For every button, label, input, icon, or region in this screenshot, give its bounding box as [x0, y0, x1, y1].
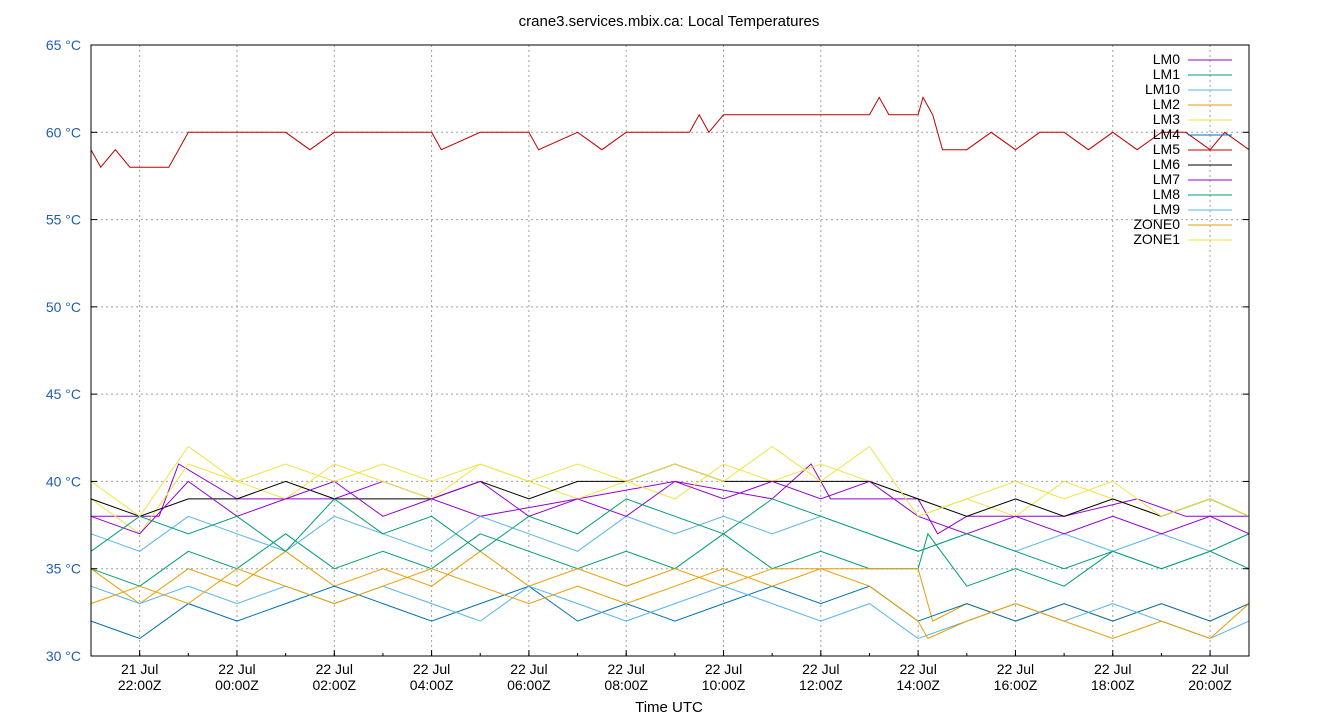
x-tick-date: 22 Jul — [316, 661, 353, 677]
legend-label: LM4 — [1153, 126, 1180, 142]
legend-label: LM2 — [1153, 96, 1180, 112]
x-tick-date: 22 Jul — [510, 661, 547, 677]
series-line-lm9 — [90, 585, 1250, 640]
x-tick-date: 22 Jul — [413, 661, 450, 677]
y-tick-label: 65 °C — [46, 37, 81, 53]
legend-label: ZONE1 — [1133, 231, 1180, 247]
chart-title: crane3.services.mbix.ca: Local Temperatu… — [519, 13, 820, 30]
x-tick-date: 22 Jul — [1094, 661, 1131, 677]
series-line-lm1 — [90, 532, 1250, 587]
series-line-lm8 — [90, 498, 1250, 570]
x-tick-time: 16:00Z — [994, 677, 1038, 693]
x-tick-time: 10:00Z — [702, 677, 746, 693]
series-line-lm10 — [90, 515, 1250, 552]
x-tick-time: 12:00Z — [799, 677, 843, 693]
x-tick-time: 14:00Z — [896, 677, 940, 693]
x-tick-time: 00:00Z — [215, 677, 259, 693]
x-tick-time: 06:00Z — [507, 677, 551, 693]
legend-label: LM3 — [1153, 111, 1180, 127]
plot-frame — [90, 44, 1250, 657]
y-axis-ticks: 30 °C 35 °C 40 °C 45 °C 50 °C 55 °C 60 °C 65 °C — [46, 37, 1249, 664]
series-lines — [90, 96, 1250, 640]
series-line-zone1 — [90, 445, 1250, 518]
y-tick-label: 35 °C — [46, 561, 81, 577]
x-tick-time: 08:00Z — [604, 677, 648, 693]
legend-label: LM7 — [1153, 171, 1180, 187]
y-tick-label: 55 °C — [46, 212, 81, 228]
legend-label: LM8 — [1153, 186, 1180, 202]
x-tick-date: 22 Jul — [705, 661, 742, 677]
y-tick-label: 30 °C — [46, 648, 81, 664]
series-line-lm5 — [90, 96, 1250, 169]
series-line-lm4 — [90, 585, 1250, 640]
legend-label: ZONE0 — [1133, 216, 1180, 232]
x-tick-time: 04:00Z — [410, 677, 454, 693]
x-tick-date: 22 Jul — [899, 661, 936, 677]
y-tick-label: 45 °C — [46, 386, 81, 402]
legend-label: LM6 — [1153, 156, 1180, 172]
x-tick-time: 18:00Z — [1091, 677, 1135, 693]
legend-label: LM0 — [1153, 51, 1180, 67]
x-tick-date: 22 Jul — [218, 661, 255, 677]
series-line-lm7 — [90, 480, 1250, 535]
x-tick-date: 21 Jul — [121, 661, 158, 677]
series-line-zone0 — [90, 568, 1250, 640]
legend-label: LM5 — [1153, 141, 1180, 157]
x-tick-time: 20:00Z — [1188, 677, 1232, 693]
y-tick-label: 60 °C — [46, 124, 81, 140]
y-tick-label: 50 °C — [46, 299, 81, 315]
legend-label: LM10 — [1145, 81, 1180, 97]
x-tick-date: 22 Jul — [802, 661, 839, 677]
legend-label: LM9 — [1153, 201, 1180, 217]
x-tick-date: 22 Jul — [1191, 661, 1228, 677]
legend-label: LM1 — [1153, 66, 1180, 82]
x-tick-date: 22 Jul — [608, 661, 645, 677]
x-axis-label: Time UTC — [635, 699, 703, 716]
x-tick-time: 02:00Z — [312, 677, 356, 693]
x-tick-date: 22 Jul — [997, 661, 1034, 677]
legend: LM0LM1LM10LM2LM3LM4LM5LM6LM7LM8LM9ZONE0Z… — [1133, 51, 1232, 247]
y-tick-label: 40 °C — [46, 473, 81, 489]
series-line-lm0 — [91, 463, 1249, 535]
x-tick-time: 22:00Z — [118, 677, 162, 693]
